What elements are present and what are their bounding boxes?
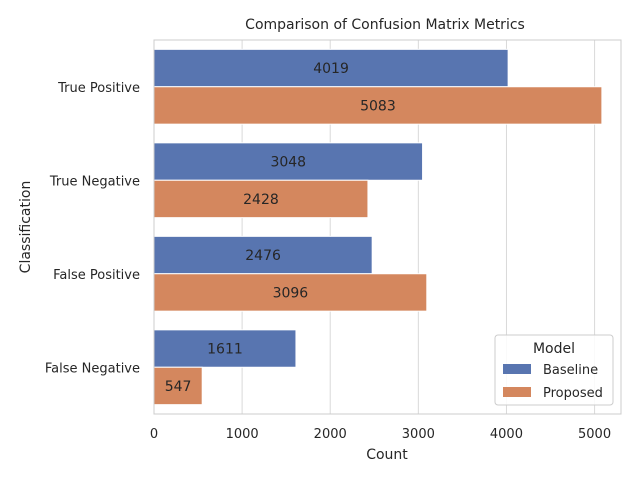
x-axis-label: Count (366, 447, 408, 463)
legend-swatch-baseline (503, 364, 531, 374)
legend: Model Baseline Proposed (494, 334, 614, 406)
plot-area-frame (153, 39, 622, 415)
y-tick-label: False Negative (45, 361, 140, 376)
data-labels: 4019 5083 3048 2428 2476 3096 1611 547 (165, 61, 396, 395)
bar-baseline (153, 329, 297, 368)
x-tick-label: 0 (150, 427, 158, 442)
legend-title: Model (533, 341, 575, 357)
data-label-proposed: 5083 (360, 98, 396, 114)
data-label-proposed: 547 (165, 379, 192, 395)
y-axis-label: Classification (18, 181, 34, 274)
y-tick-label: False Positive (53, 268, 140, 283)
y-tick-label: True Positive (57, 81, 140, 96)
data-label-baseline: 4019 (313, 61, 349, 77)
x-tick-label: 3000 (402, 427, 435, 442)
chart-title: Comparison of Confusion Matrix Metrics (245, 17, 525, 33)
x-tick-label: 1000 (226, 427, 259, 442)
data-label-baseline: 3048 (270, 155, 306, 171)
data-label-proposed: 3096 (273, 285, 309, 301)
legend-label-baseline: Baseline (543, 363, 598, 378)
data-label-baseline: 1611 (207, 342, 243, 358)
bar-baseline (153, 235, 373, 275)
y-tick-label: True Negative (49, 174, 140, 189)
legend-swatch-proposed (503, 387, 531, 397)
data-label-proposed: 2428 (243, 192, 279, 208)
x-tick-label: 2000 (314, 427, 347, 442)
bar-proposed (153, 179, 369, 219)
bar-baseline (153, 142, 424, 181)
x-tick-labels: 0 1000 2000 3000 4000 5000 (150, 427, 611, 442)
y-tick-labels: True Positive True Negative False Positive… (45, 81, 140, 377)
x-tick-label: 4000 (490, 427, 523, 442)
bar-proposed (153, 366, 203, 406)
bars (153, 48, 603, 406)
bar-proposed (153, 273, 428, 312)
data-label-baseline: 2476 (245, 248, 281, 264)
legend-label-proposed: Proposed (543, 386, 603, 401)
x-tick-label: 5000 (578, 427, 611, 442)
